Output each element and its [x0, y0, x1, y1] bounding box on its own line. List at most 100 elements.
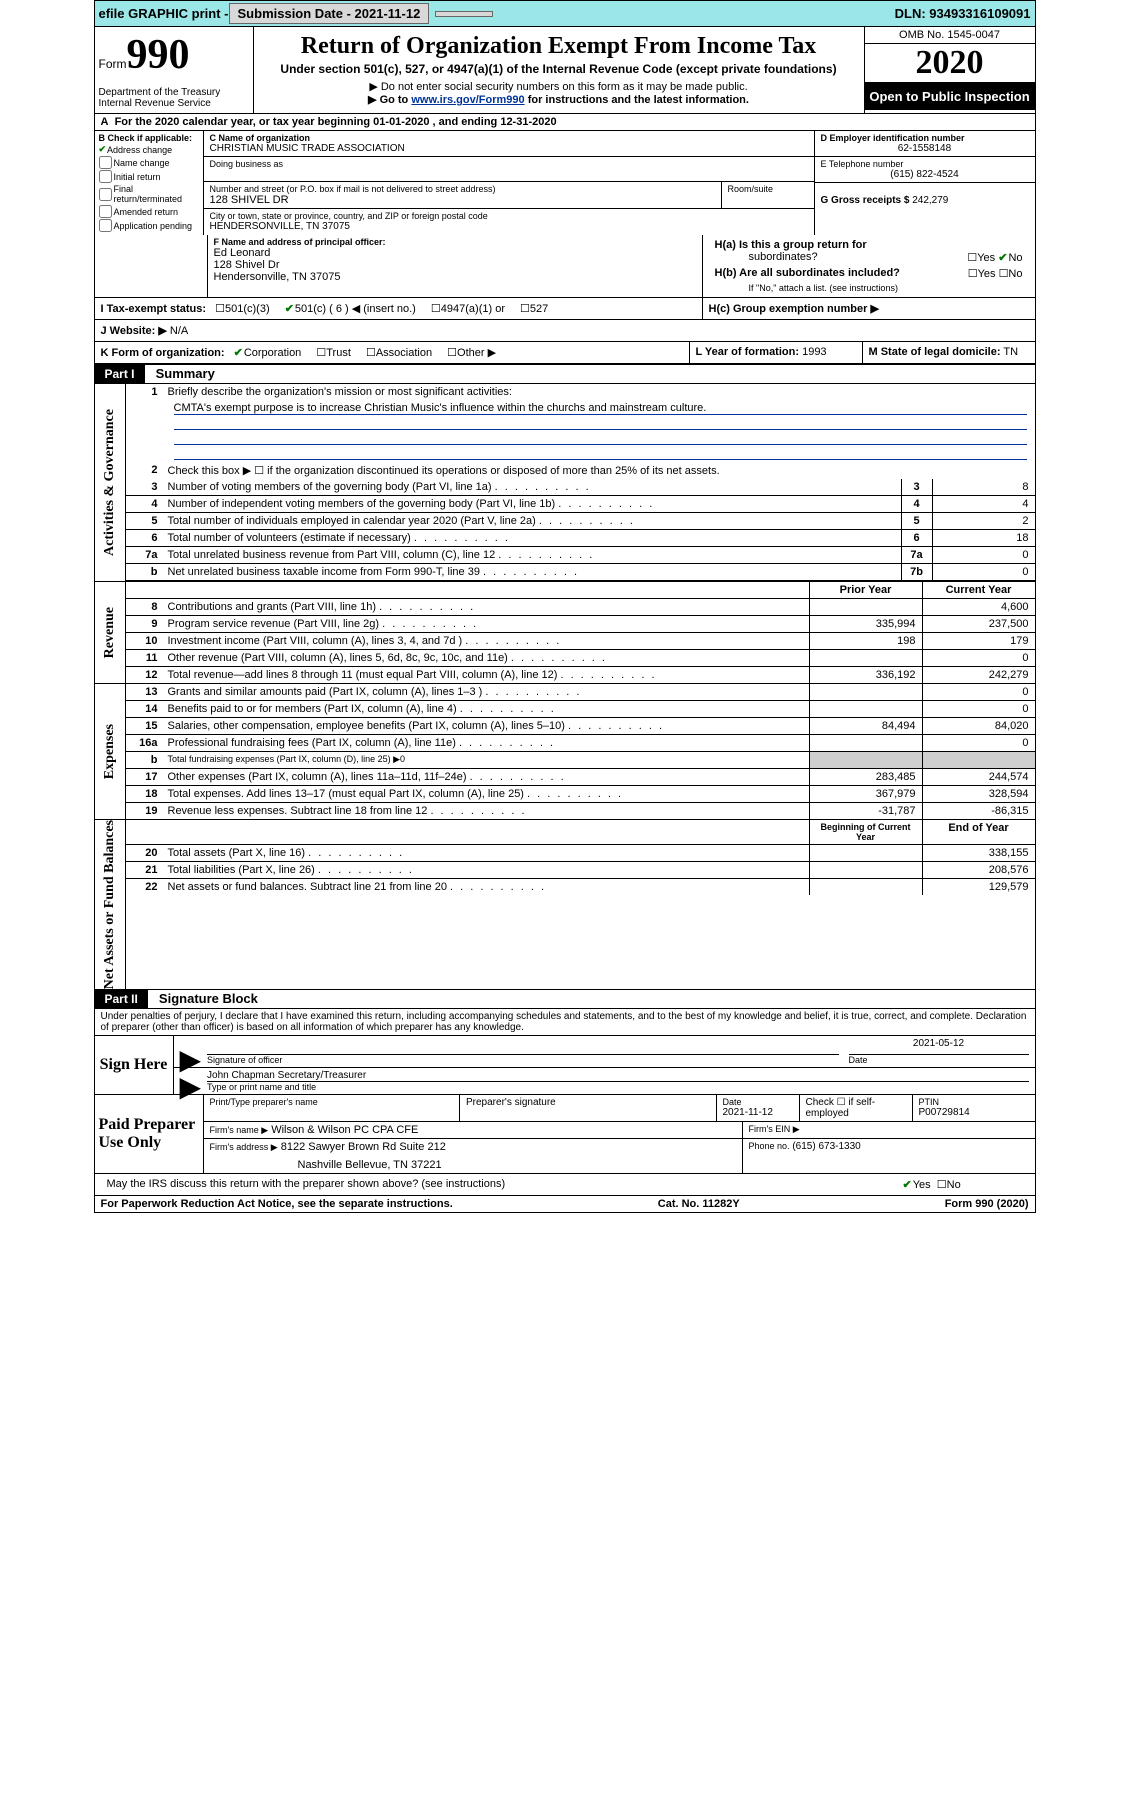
form-subtitle: Under section 501(c), 527, or 4947(a)(1)…: [262, 62, 856, 76]
hb-label: H(b) Are all subordinates included?: [715, 267, 900, 279]
row-j: J Website: ▶ N/A: [95, 320, 1035, 342]
financial-line: 22 Net assets or fund balances. Subtract…: [126, 879, 1035, 895]
financial-line: 13 Grants and similar amounts paid (Part…: [126, 684, 1035, 701]
form-sub2: ▶ Do not enter social security numbers o…: [262, 80, 856, 93]
check-yes-icon: [903, 1179, 913, 1191]
section-fh: F Name and address of principal officer:…: [95, 235, 1035, 298]
form-word: Form: [99, 57, 127, 71]
part2-label: Part II: [95, 990, 148, 1008]
check-amended[interactable]: [99, 205, 112, 218]
dba-label: Doing business as: [210, 159, 808, 169]
financial-line: 14 Benefits paid to or for members (Part…: [126, 701, 1035, 718]
check-initial-return[interactable]: [99, 170, 112, 183]
section-f: F Name and address of principal officer:…: [208, 235, 702, 297]
firm-name: Wilson & Wilson PC CPA CFE: [271, 1124, 418, 1136]
section-b-checkboxes: B Check if applicable: Address change Na…: [95, 131, 204, 235]
header-right: OMB No. 1545-0047 2020 Open to Public In…: [864, 27, 1035, 113]
form-990-document: efile GRAPHIC print - Submission Date - …: [94, 0, 1036, 1213]
prep-date: 2021-11-12: [723, 1107, 793, 1118]
e-label: E Telephone number: [821, 159, 1029, 169]
part1-governance: Activities & Governance 1 Briefly descri…: [95, 384, 1035, 581]
part1-header: Part I Summary: [95, 364, 1035, 384]
section-b-label: B Check if applicable:: [99, 133, 199, 143]
i-label: I Tax-exempt status:: [101, 303, 207, 315]
omb-number: OMB No. 1545-0047: [865, 27, 1035, 44]
form-title: Return of Organization Exempt From Incom…: [262, 33, 856, 60]
officer-addr1: 128 Shivel Dr: [214, 259, 696, 271]
financial-line: b Total fundraising expenses (Part IX, c…: [126, 752, 1035, 769]
room-label: Room/suite: [728, 184, 808, 194]
type-name-label: Type or print name and title: [207, 1082, 1028, 1092]
row-klm: K Form of organization: Corporation ☐ Tr…: [95, 342, 1035, 364]
form-header: Form 990 Department of the Treasury Inte…: [95, 27, 1035, 114]
prep-sig-label: Preparer's signature: [459, 1095, 716, 1121]
ha-label: H(a) Is this a group return for: [715, 239, 867, 251]
open-to-public: Open to Public Inspection: [865, 83, 1035, 110]
g-label: G Gross receipts $: [821, 195, 910, 206]
row-i: I Tax-exempt status: ☐ 501(c)(3) 501(c) …: [95, 298, 1035, 320]
gross-receipts: 242,279: [912, 195, 948, 206]
org-name: CHRISTIAN MUSIC TRADE ASSOCIATION: [210, 143, 808, 154]
street-label: Number and street (or P.O. box if mail i…: [210, 184, 715, 194]
city-value: HENDERSONVILLE, TN 37075: [210, 221, 808, 232]
form-sub3: ▶ Go to www.irs.gov/Form990 for instruct…: [262, 93, 856, 106]
form-footer: For Paperwork Reduction Act Notice, see …: [95, 1195, 1035, 1212]
footer-center: Cat. No. 11282Y: [658, 1198, 740, 1210]
f-label: F Name and address of principal officer:: [214, 237, 696, 247]
check-name-change[interactable]: [99, 156, 112, 169]
financial-line: 8 Contributions and grants (Part VIII, l…: [126, 599, 1035, 616]
check-application-pending[interactable]: [99, 219, 112, 232]
financial-line: 9 Program service revenue (Part VIII, li…: [126, 616, 1035, 633]
side-label-expenses: Expenses: [102, 724, 118, 779]
blank-button[interactable]: [435, 11, 493, 17]
financial-line: 16a Professional fundraising fees (Part …: [126, 735, 1035, 752]
mission-text: CMTA's exempt purpose is to increase Chr…: [126, 400, 1035, 462]
sig-officer-label: Signature of officer: [207, 1055, 838, 1065]
side-label-governance: Activities & Governance: [102, 409, 118, 556]
signature-arrow-icon-2: ▶: [180, 1082, 202, 1092]
financial-line: 11 Other revenue (Part VIII, column (A),…: [126, 650, 1035, 667]
side-label-revenue: Revenue: [102, 607, 118, 658]
officer-addr2: Hendersonville, TN 37075: [214, 271, 696, 283]
financial-line: 21 Total liabilities (Part X, line 26) 2…: [126, 862, 1035, 879]
section-c: C Name of organization CHRISTIAN MUSIC T…: [204, 131, 814, 235]
gov-line: b Net unrelated business taxable income …: [126, 564, 1035, 581]
row-a-tax-year: A For the 2020 calendar year, or tax yea…: [95, 114, 1035, 131]
submission-date-button[interactable]: Submission Date - 2021-11-12: [229, 3, 430, 24]
financial-line: 10 Investment income (Part VIII, column …: [126, 633, 1035, 650]
k-label: K Form of organization:: [101, 347, 225, 359]
form990-link[interactable]: www.irs.gov/Form990: [411, 94, 524, 106]
gov-line: 7a Total unrelated business revenue from…: [126, 547, 1035, 564]
financial-line: 17 Other expenses (Part IX, column (A), …: [126, 769, 1035, 786]
tax-year: 2020: [865, 44, 1035, 83]
form-number-block: Form 990: [99, 31, 249, 79]
financial-line: 18 Total expenses. Add lines 13–17 (must…: [126, 786, 1035, 803]
prep-phone: (615) 673-1330: [792, 1141, 860, 1152]
footer-left: For Paperwork Reduction Act Notice, see …: [101, 1198, 453, 1210]
officer-typed-name: John Chapman Secretary/Treasurer: [207, 1070, 1028, 1082]
penalty-statement: Under penalties of perjury, I declare th…: [95, 1009, 1035, 1035]
check-no-icon: [998, 252, 1008, 264]
header-left: Form 990 Department of the Treasury Inte…: [95, 27, 254, 113]
c-label: C Name of organization: [210, 133, 808, 143]
self-employed-check: Check ☐ if self-employed: [799, 1095, 912, 1121]
hb-note: If "No," attach a list. (see instruction…: [709, 281, 1029, 295]
firm-addr2: Nashville Bellevue, TN 37221: [298, 1159, 736, 1171]
part1-revenue: Revenue b Prior Year Current Year 8 Cont…: [95, 581, 1035, 683]
check-corp-icon: [234, 346, 244, 359]
dba-value: [210, 169, 808, 179]
part1-net-assets: Net Assets or Fund Balances . Beginning …: [95, 819, 1035, 989]
gov-line: 6 Total number of volunteers (estimate i…: [126, 530, 1035, 547]
j-label: J Website: ▶: [101, 325, 167, 337]
part1-title: Summary: [156, 366, 215, 381]
check-final-return[interactable]: [99, 188, 112, 201]
part1-label: Part I: [95, 365, 145, 383]
year-formation: 1993: [802, 346, 826, 358]
header-center: Return of Organization Exempt From Incom…: [254, 27, 864, 113]
ptin-value: P00729814: [919, 1107, 1029, 1118]
top-bar: efile GRAPHIC print - Submission Date - …: [95, 1, 1035, 27]
firm-addr1: 8122 Sawyer Brown Rd Suite 212: [281, 1141, 446, 1153]
line2-desc: Check this box ▶ ☐ if the organization d…: [164, 462, 1035, 479]
firm-ein-label: Firm's EIN ▶: [749, 1124, 800, 1134]
section-bcd: B Check if applicable: Address change Na…: [95, 131, 1035, 235]
